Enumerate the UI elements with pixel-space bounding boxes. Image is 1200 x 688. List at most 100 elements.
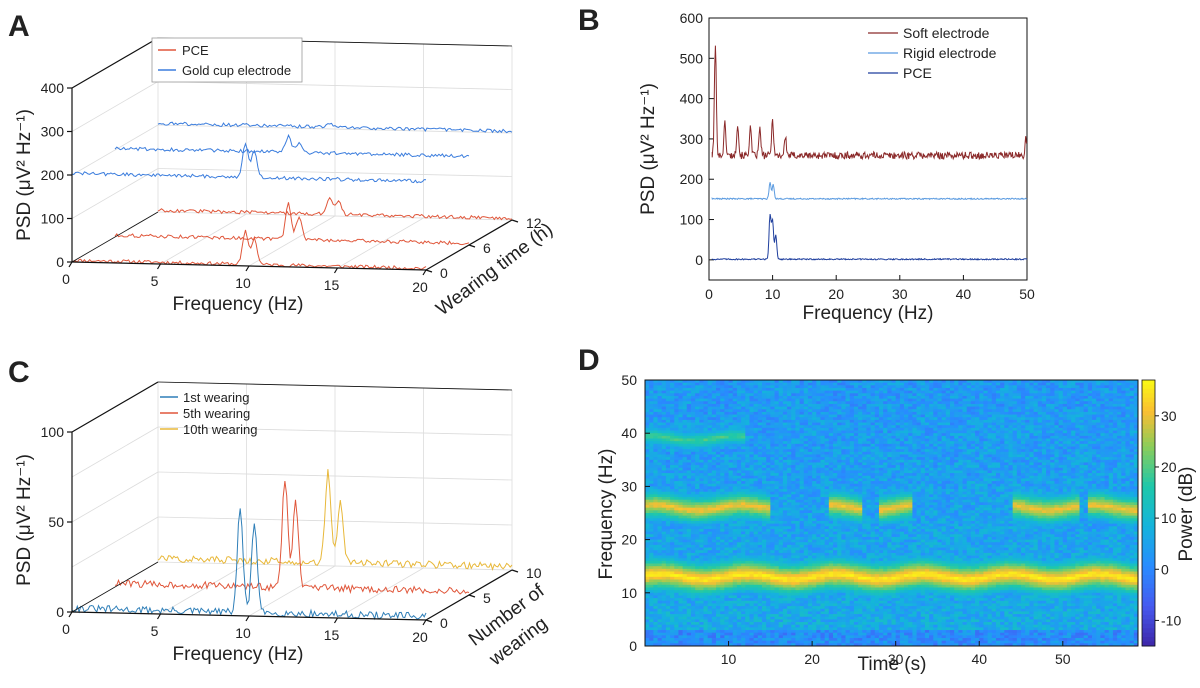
panel-d-heatmap-cell: [1066, 449, 1072, 453]
panel-d-heatmap-cell: [774, 475, 780, 479]
panel-d-heatmap-cell: [1004, 435, 1009, 439]
panel-d-heatmap-cell: [870, 419, 876, 423]
panel-d-heatmap-cell: [699, 457, 704, 461]
panel-d-heatmap-cell: [966, 478, 972, 482]
panel-d-heatmap-cell: [891, 449, 897, 453]
panel-d-heatmap-cell: [870, 457, 876, 461]
panel-d-heatmap-cell: [707, 462, 713, 466]
panel-d-heatmap-cell: [649, 409, 654, 413]
panel-d-heatmap-cell: [933, 446, 938, 450]
panel-d-heatmap-cell: [837, 438, 842, 442]
panel-d-heatmap-cell: [941, 417, 947, 421]
panel-d-heatmap-cell: [887, 401, 892, 405]
panel-d-heatmap-cell: [920, 459, 926, 463]
panel-d-heatmap-cell: [1121, 403, 1126, 407]
panel-d-heatmap-cell: [1000, 406, 1005, 410]
panel-d-heatmap-cell: [849, 478, 855, 482]
panel-d-heatmap-cell: [674, 470, 679, 474]
panel-d-heatmap-cell: [1050, 380, 1055, 384]
panel-d-heatmap-cell: [745, 382, 750, 386]
panel-d-heatmap-cell: [774, 441, 780, 445]
panel-d-heatmap-cell: [924, 459, 930, 463]
panel-d-heatmap-cell: [766, 467, 771, 471]
panel-d-heatmap-cell: [1117, 390, 1122, 394]
panel-d-heatmap-cell: [970, 430, 976, 434]
panel-d-heatmap-cell: [674, 387, 679, 392]
panel-d-heatmap-cell: [1029, 382, 1034, 386]
panel-d-heatmap-cell: [686, 475, 692, 479]
panel-d-heatmap-cell: [649, 398, 654, 402]
panel-d-heatmap-cell: [1058, 467, 1064, 471]
panel-d-heatmap-cell: [787, 446, 792, 450]
panel-d-heatmap-cell: [1075, 435, 1080, 439]
panel-d-heatmap-cell: [774, 395, 780, 400]
panel-d-heatmap-cell: [741, 398, 746, 402]
panel-d-heatmap-cell: [711, 465, 717, 469]
panel-d-heatmap-cell: [995, 457, 1001, 461]
panel-d-heatmap-cell: [1037, 475, 1043, 479]
panel-d-heatmap-cell: [1050, 457, 1055, 461]
panel-d-heatmap-cell: [1087, 454, 1093, 458]
panel-d-heatmap-cell: [657, 403, 663, 407]
panel-d-heatmap-cell: [1092, 406, 1097, 410]
panel-d-heatmap-cell: [841, 449, 846, 453]
panel-d-heatmap-cell: [912, 425, 917, 429]
panel-b-xtick-label: 50: [1019, 286, 1035, 302]
panel-d-heatmap-cell: [1117, 435, 1122, 439]
panel-d-heatmap-cell: [703, 414, 709, 418]
panel-d-heatmap-cell: [657, 382, 663, 386]
panel-d-heatmap-cell: [924, 462, 930, 466]
panel-d-heatmap-cell: [716, 403, 721, 407]
panel-d-heatmap-cell: [866, 443, 872, 447]
panel-d-heatmap-cell: [670, 449, 675, 453]
panel-d-heatmap-cell: [711, 473, 717, 477]
panel-d-heatmap-cell: [1108, 481, 1114, 485]
panel-d-heatmap-cell: [1021, 470, 1026, 474]
panel-d-heatmap-cell: [799, 465, 805, 469]
panel-d-heatmap-cell: [770, 393, 775, 397]
panel-d-heatmap-cell: [962, 473, 968, 477]
panel-d-heatmap-cell: [904, 481, 909, 485]
panel-d-heatmap-cell: [665, 422, 671, 426]
panel-d-heatmap-cell: [766, 470, 771, 474]
panel-d-heatmap-cell: [995, 486, 1001, 490]
panel-d-heatmap-cell: [695, 443, 700, 447]
panel-d-heatmap-cell: [824, 486, 830, 490]
panel-d-heatmap-cell: [849, 435, 855, 439]
panel-d-heatmap-cell: [787, 419, 792, 423]
panel-d-heatmap-cell: [828, 425, 834, 429]
panel-d-heatmap-cell: [745, 449, 750, 453]
panel-d-heatmap-cell: [1058, 483, 1064, 487]
panel-d-heatmap-cell: [711, 454, 717, 458]
panel-d-heatmap-cell: [1025, 475, 1030, 479]
panel-d-heatmap-cell: [807, 457, 813, 461]
panel-d-heatmap-cell: [1121, 406, 1126, 410]
panel-c-legend: 1st wearing 5th wearing 10th wearing: [160, 390, 257, 437]
panel-d-heatmap-cell: [1125, 433, 1131, 437]
panel-d-heatmap-cell: [749, 409, 755, 413]
panel-d-heatmap-cell: [920, 395, 926, 400]
panel-d-heatmap-cell: [1025, 473, 1030, 477]
panel-d-heatmap-cell: [1012, 438, 1018, 442]
panel-d-heatmap-cell: [645, 403, 650, 407]
panel-d-heatmap-cell: [720, 401, 725, 405]
panel-d-heatmap-cell: [1108, 422, 1114, 426]
panel-d-heatmap-cell: [1037, 481, 1043, 485]
panel-d-heatmap-cell: [1125, 449, 1131, 453]
panel-d-heatmap-cell: [732, 403, 738, 407]
panel-d-heatmap-cell: [741, 483, 746, 487]
panel-d-heatmap-cell: [728, 467, 734, 471]
panel-d-heatmap-cell: [937, 385, 943, 389]
panel-d-heatmap-cell: [878, 449, 884, 453]
panel-d-heatmap-cell: [1104, 457, 1110, 461]
panel-d-heatmap-cell: [812, 457, 817, 461]
panel-d-heatmap-cell: [649, 435, 654, 439]
panel-d-heatmap-cell: [987, 398, 993, 402]
panel-d-heatmap-cell: [703, 406, 709, 410]
panel-d-heatmap-cell: [1075, 478, 1080, 482]
panel-d-heatmap-cell: [991, 419, 997, 423]
panel-d-heatmap-cell: [883, 441, 888, 445]
panel-d-heatmap-cell: [1008, 390, 1014, 394]
panel-d-heatmap-cell: [1112, 406, 1118, 410]
panel-d-heatmap-cell: [1008, 467, 1014, 471]
